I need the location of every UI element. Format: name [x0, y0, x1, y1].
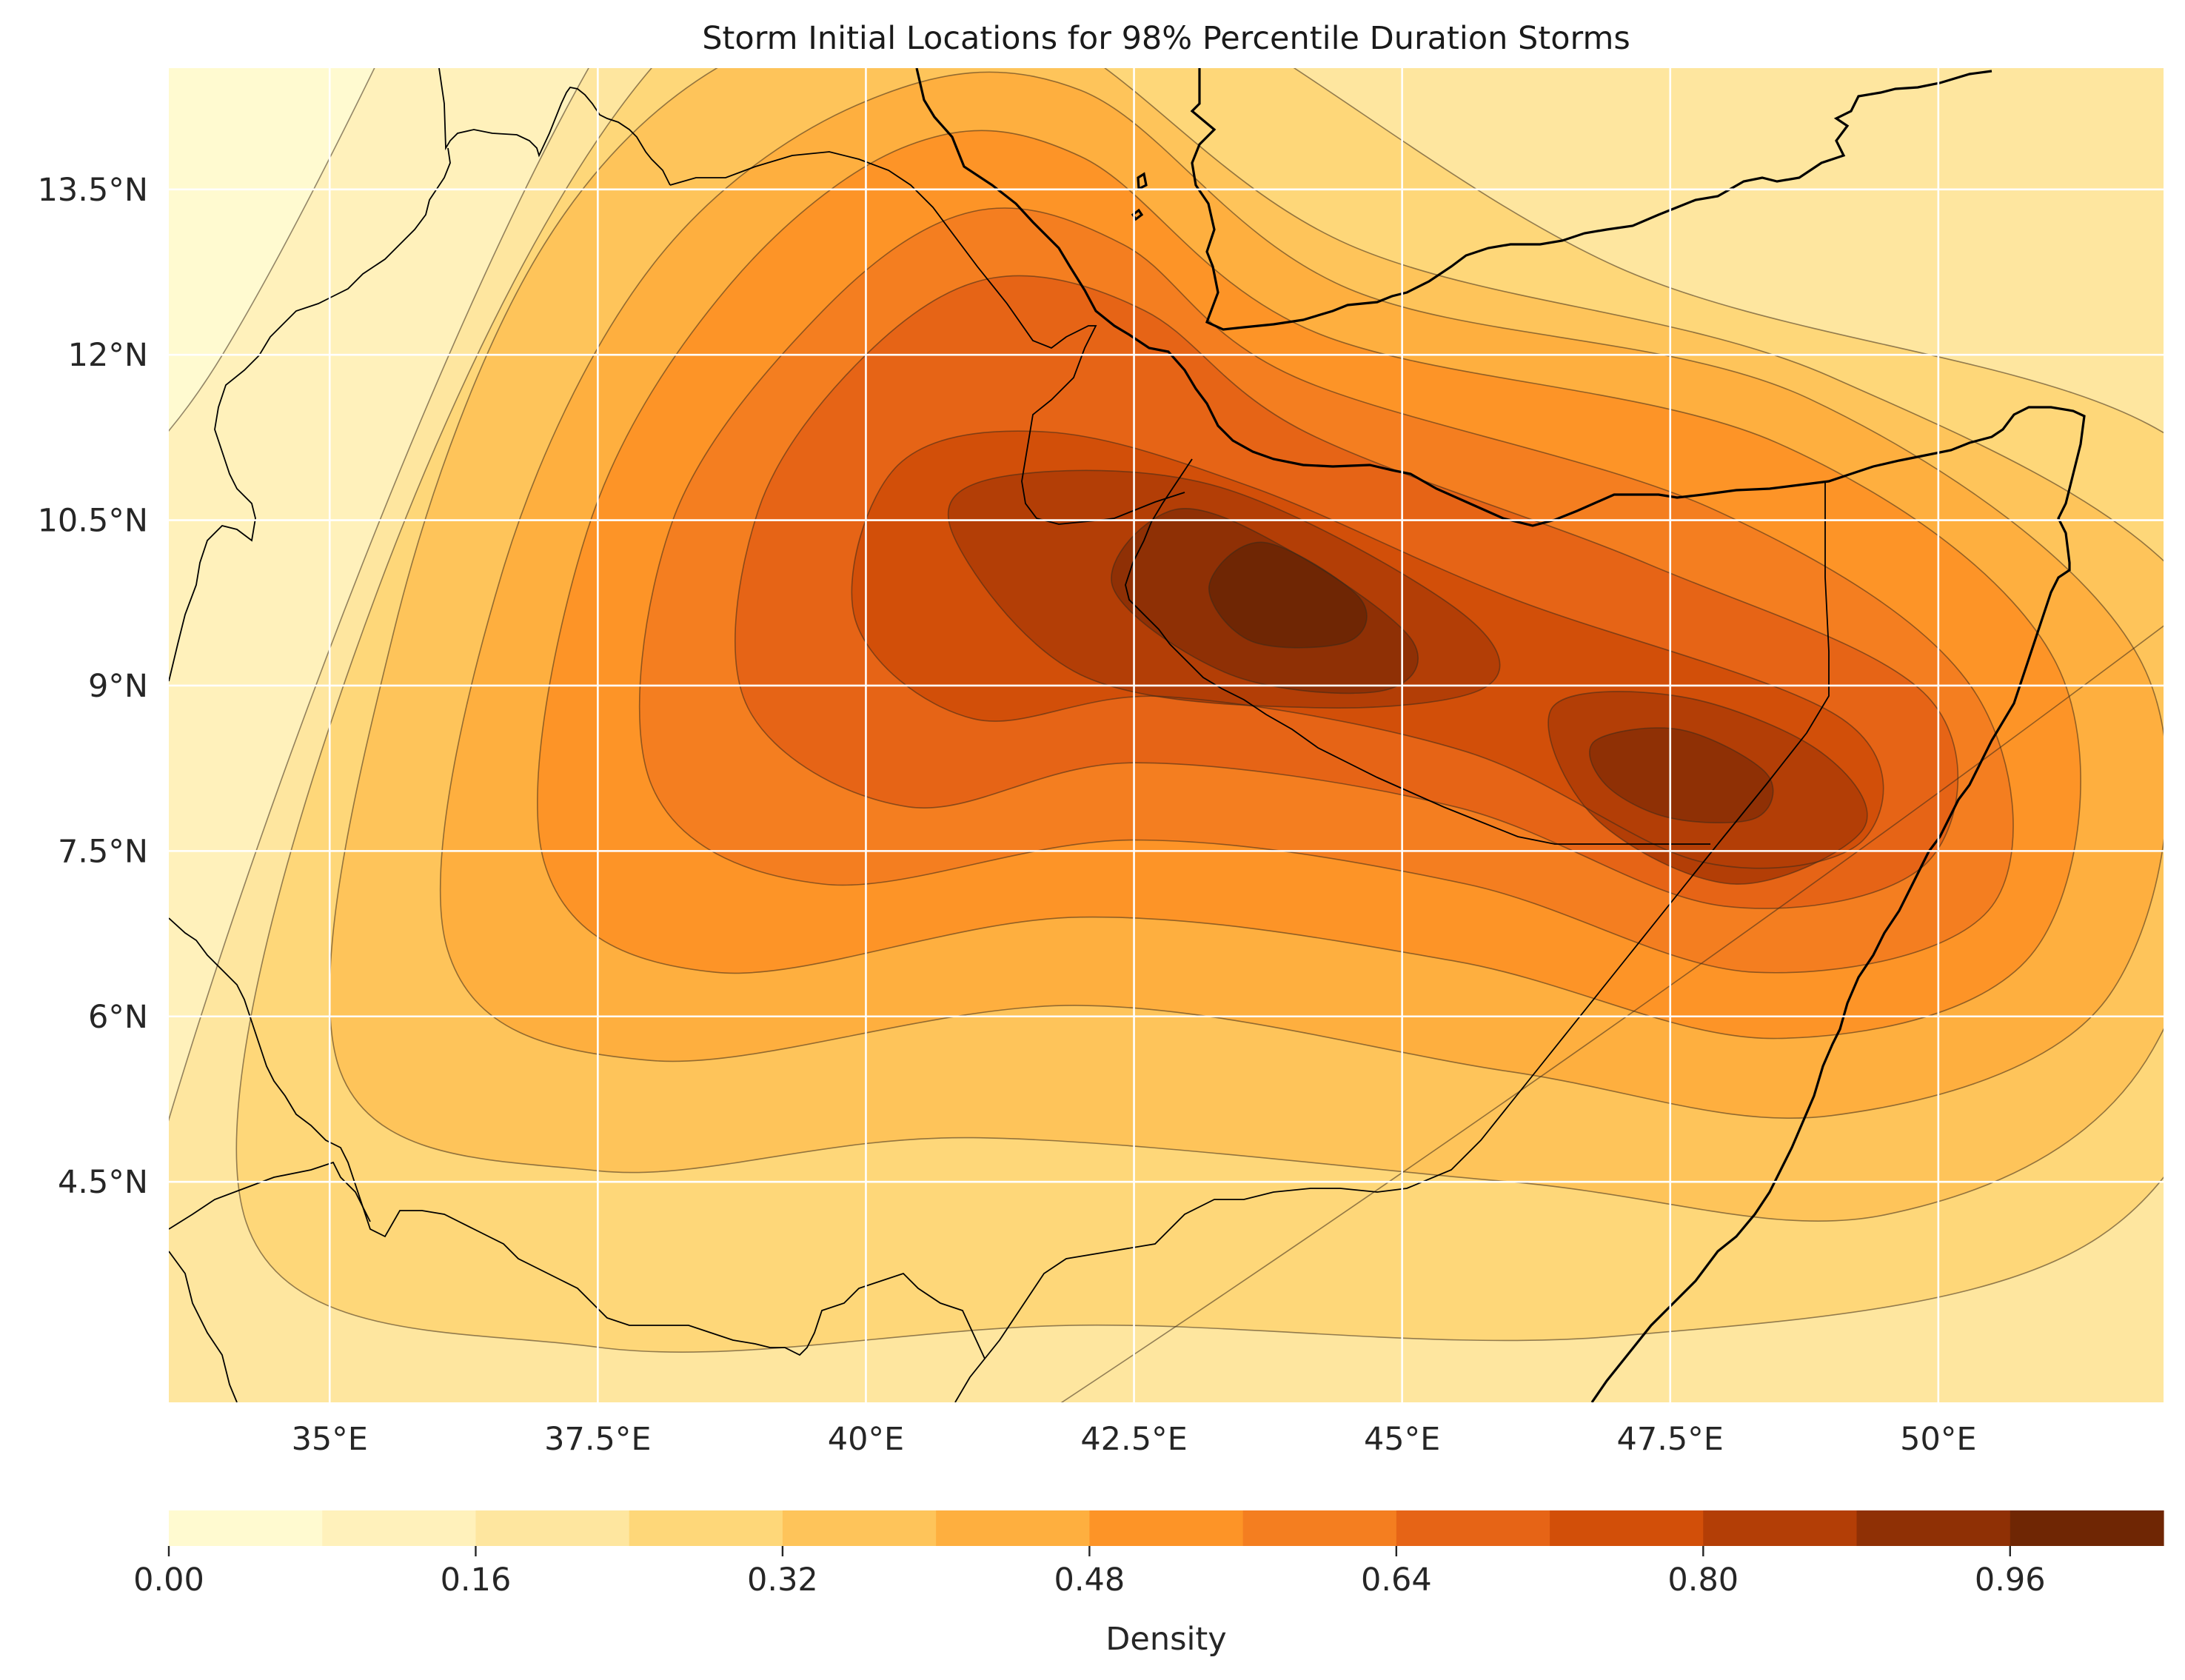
contour-line-5 — [439, 71, 2164, 1120]
gridlines — [169, 68, 2164, 1402]
map-title: Storm Initial Locations for 98% Percenti… — [702, 20, 1630, 57]
latitude-tick-label: 10.5°N — [38, 503, 148, 540]
latitude-tick-label: 13.5°N — [38, 172, 148, 209]
colorbar-swatch — [1242, 1510, 1397, 1546]
latitude-tick-label: 9°N — [88, 668, 148, 705]
coastlines — [915, 68, 2086, 1402]
colorbar: 0.00 0.16 0.32 0.48 0.64 0.80 0.96 Density — [133, 1510, 2164, 1658]
longitude-tick-label: 42.5°E — [1080, 1421, 1187, 1458]
contour-line-10 — [947, 469, 1501, 709]
contour-line-peak2-9 — [1547, 691, 1868, 885]
latitude-tick-label: 4.5°N — [58, 1164, 148, 1201]
border-ethiopia-djibouti — [1125, 458, 1710, 845]
longitude-tick-label: 47.5°E — [1617, 1421, 1724, 1458]
border-kenya-uganda — [169, 1251, 238, 1402]
colorbar-swatch — [169, 1510, 323, 1546]
longitude-tick-label: 37.5°E — [544, 1421, 651, 1458]
density-band-12 — [1208, 542, 1367, 648]
red-sea-western-coast — [915, 68, 2086, 1402]
colorbar-swatch — [475, 1510, 630, 1546]
yemen-southern-coast — [1190, 68, 1992, 331]
longitude-tick-label: 35°E — [292, 1421, 368, 1458]
colorbar-tick-label: 0.00 — [133, 1562, 204, 1599]
colorbar-tick-label: 0.96 — [1975, 1562, 2046, 1599]
colorbar-swatch — [1856, 1510, 2011, 1546]
colorbar-swatch — [1089, 1510, 1244, 1546]
colorbar-swatch — [2010, 1510, 2164, 1546]
border-ethiopia-eritrea — [669, 151, 1104, 525]
colorbar-tick-label: 0.32 — [747, 1562, 818, 1599]
border-ethiopia-kenya — [169, 917, 986, 1359]
contour-line-8 — [735, 275, 1959, 909]
contour-line-peak2-10 — [1589, 727, 1774, 824]
contour-line-9 — [851, 430, 1884, 869]
longitude-tick-label: 45°E — [1364, 1421, 1440, 1458]
colorbar-swatches — [169, 1510, 2164, 1546]
border-ethiopia-somaliland — [1717, 481, 1830, 845]
contour-line-6 — [537, 130, 2081, 1040]
border-south-sudan — [169, 1161, 371, 1230]
colorbar-label: Density — [1105, 1621, 1226, 1658]
colorbar-tick-label: 0.48 — [1054, 1562, 1125, 1599]
colorbar-swatch — [1703, 1510, 1858, 1546]
contour-line-7 — [638, 207, 2014, 974]
red-sea-island — [1137, 172, 1148, 191]
colorbar-swatch — [1396, 1510, 1550, 1546]
colorbar-tick-label: 0.64 — [1361, 1562, 1432, 1599]
contour-line-4 — [329, 68, 2164, 1222]
contour-line-11 — [1111, 507, 1419, 695]
border-sudan-ethiopia-west — [169, 147, 451, 682]
border-djibouti — [1102, 492, 1185, 521]
colorbar-ticks: 0.00 0.16 0.32 0.48 0.64 0.80 0.96 — [133, 1546, 2046, 1599]
colorbar-swatch — [629, 1510, 783, 1546]
density-band-peak2-10 — [1589, 728, 1773, 823]
colorbar-swatch — [322, 1510, 477, 1546]
longitude-tick-label: 50°E — [1900, 1421, 1976, 1458]
latitude-tick-label: 12°N — [68, 337, 148, 374]
latitude-tick-label: 7.5°N — [58, 833, 148, 870]
contour-line-12 — [1208, 541, 1368, 649]
latitude-tick-labels: 13.5°N 12°N 10.5°N 9°N 7.5°N 6°N 4.5°N — [38, 172, 148, 1201]
border-sudan-ethiopia — [438, 68, 671, 186]
colorbar-swatch — [1550, 1510, 1704, 1546]
colorbar-tick-label: 0.80 — [1667, 1562, 1739, 1599]
contour-line-3 — [235, 68, 2164, 1353]
longitude-tick-label: 40°E — [828, 1421, 904, 1458]
colorbar-swatch — [936, 1510, 1090, 1546]
latitude-tick-label: 6°N — [88, 999, 148, 1036]
colorbar-swatch — [782, 1510, 937, 1546]
colorbar-tick-label: 0.16 — [441, 1562, 512, 1599]
longitude-tick-labels: 35°E 37.5°E 40°E 42.5°E 45°E 47.5°E 50°E — [292, 1421, 1977, 1458]
